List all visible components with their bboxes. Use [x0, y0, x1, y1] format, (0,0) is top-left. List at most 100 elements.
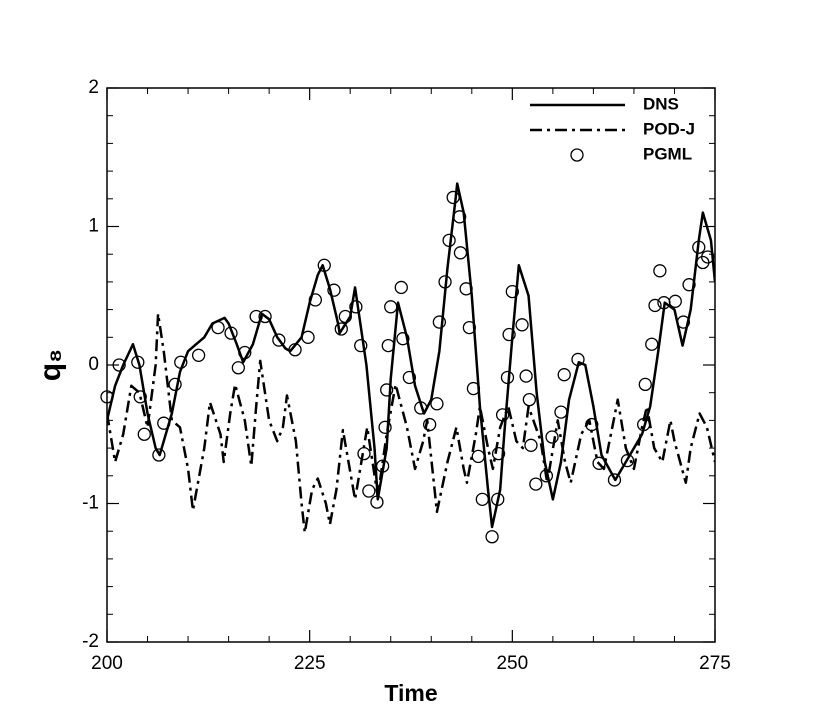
- legend-label: DNS: [643, 94, 679, 113]
- pgml-point: [354, 338, 368, 353]
- pgml-point: [500, 370, 515, 385]
- y-tick-label: 2: [88, 77, 99, 98]
- pgml-point: [529, 477, 543, 491]
- pgml-point: [459, 282, 473, 296]
- y-tick-label: 1: [88, 216, 99, 237]
- pgml-point: [174, 355, 188, 369]
- x-tick-label: 275: [699, 653, 731, 674]
- pgml-point: [692, 240, 706, 254]
- plot-frame: [106, 87, 716, 643]
- pgml-point: [288, 343, 302, 357]
- pgml-point: [638, 377, 652, 392]
- pgml-point: [592, 456, 606, 470]
- pgml-point: [607, 473, 622, 487]
- pgml-point: [191, 348, 206, 362]
- pgml-point: [585, 417, 599, 432]
- pgml-point: [131, 355, 145, 369]
- pgml-point: [258, 309, 272, 324]
- x-axis-label: Time: [384, 680, 437, 706]
- pgml-point: [362, 484, 376, 498]
- pgml-point: [653, 264, 667, 278]
- pgml-point: [422, 417, 437, 432]
- pgml-point: [515, 318, 529, 332]
- pgml-point: [539, 469, 554, 483]
- pgml-point: [668, 294, 682, 308]
- pgml-point: [505, 284, 519, 299]
- pgml-point: [430, 397, 444, 411]
- pgml-point: [394, 280, 408, 295]
- pgml-point: [238, 345, 252, 360]
- pgml-point: [524, 438, 538, 452]
- y-tick-label: 0: [88, 354, 99, 375]
- pgml-point: [249, 309, 263, 324]
- pgml-point: [475, 492, 489, 506]
- pgml-point: [466, 381, 481, 396]
- pgml-point: [522, 392, 537, 407]
- pgml-point: [334, 322, 348, 336]
- pgml-point: [557, 368, 571, 382]
- series-line: [107, 312, 715, 534]
- legend-label: PGML: [643, 144, 692, 163]
- pgml-point: [471, 449, 485, 464]
- pgml-point: [554, 405, 568, 419]
- legend-marker: [570, 148, 584, 162]
- pgml-point: [211, 320, 225, 335]
- y-axis-label: q₈: [34, 349, 67, 381]
- pgml-point: [357, 446, 371, 461]
- pgml-point: [375, 459, 390, 473]
- pgml-point: [301, 330, 315, 344]
- pgml-point: [442, 233, 456, 248]
- pgml-point: [414, 401, 428, 415]
- pgml-point: [701, 250, 715, 264]
- pgml-point: [152, 448, 166, 462]
- pgml-point: [133, 390, 147, 404]
- pgml-point: [432, 315, 447, 329]
- pgml-point: [637, 417, 651, 432]
- pgml-point: [676, 315, 691, 329]
- pgml-point: [545, 430, 559, 444]
- pgml-point: [112, 358, 126, 372]
- pgml-point: [231, 361, 245, 375]
- pgml-point: [682, 278, 696, 292]
- x-tick-label: 200: [91, 653, 123, 674]
- pgml-point: [224, 326, 238, 340]
- x-tick-label: 225: [294, 653, 326, 674]
- pgml-point: [571, 352, 585, 367]
- pgml-point: [491, 492, 505, 506]
- pgml-point: [157, 416, 171, 430]
- pgml-point: [648, 298, 662, 313]
- pgml-point: [519, 369, 533, 383]
- pgml-point: [338, 309, 352, 324]
- pgml-point: [380, 383, 394, 397]
- pgml-point: [100, 390, 114, 404]
- pgml-point: [370, 495, 384, 509]
- pgml-point: [317, 258, 331, 272]
- pgml-point: [137, 427, 151, 441]
- pgml-point: [396, 332, 410, 346]
- pgml-point: [453, 246, 468, 260]
- y-tick-label: -1: [82, 493, 99, 514]
- pgml-point: [462, 320, 477, 335]
- legend-label: POD-J: [643, 119, 695, 138]
- pgml-point: [438, 275, 452, 289]
- pgml-point: [168, 377, 182, 392]
- pgml-point: [384, 300, 398, 314]
- pgml-point: [645, 337, 659, 351]
- pgml-point: [402, 370, 417, 385]
- pgml-point: [620, 453, 635, 468]
- pgml-point: [327, 283, 341, 297]
- pgml-point: [491, 446, 506, 461]
- pgml-point: [272, 333, 286, 347]
- pgml-point: [378, 420, 392, 434]
- pgml-point: [452, 210, 467, 224]
- pgml-point: [446, 190, 460, 205]
- pgml-point: [485, 530, 499, 544]
- y-tick-label: -2: [82, 631, 99, 652]
- x-tick-label: 250: [496, 653, 528, 674]
- pgml-point: [308, 293, 322, 307]
- pgml-point: [495, 408, 510, 422]
- pgml-point: [349, 300, 363, 314]
- pgml-point: [502, 327, 516, 342]
- pgml-point: [381, 338, 395, 353]
